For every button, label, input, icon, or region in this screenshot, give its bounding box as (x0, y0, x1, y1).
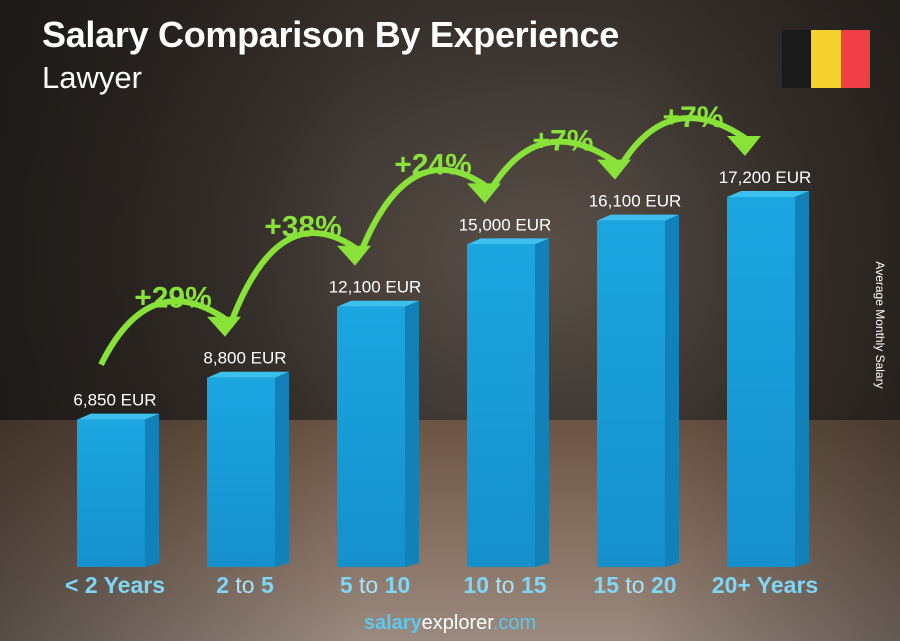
change-label: +7% (533, 125, 594, 158)
bar-side (795, 191, 809, 567)
bar (337, 306, 405, 567)
bar (467, 244, 535, 568)
growth-arrow (228, 230, 357, 324)
growth-arrow (618, 114, 747, 168)
growth-arrow (98, 298, 227, 366)
brand-explorer: explorer (421, 612, 493, 634)
category-label: 15 to 20 (593, 572, 676, 598)
bar-side (145, 413, 159, 567)
growth-arrow (358, 166, 487, 253)
brand-salary: salary (363, 612, 422, 634)
bar-side (665, 214, 679, 568)
category-label: 20+ Years (712, 572, 818, 598)
bar-side (535, 238, 549, 568)
value-label: 15,000 EUR (459, 215, 552, 234)
change-label: +24% (394, 148, 472, 181)
category-label: 2 to 5 (216, 572, 274, 598)
value-label: 8,800 EUR (203, 349, 286, 368)
value-label: 12,100 EUR (329, 278, 422, 297)
bar-side (275, 371, 289, 567)
footer-brand: salaryexplorer.com (0, 612, 900, 635)
bar-top (597, 214, 679, 221)
bar-top (467, 238, 549, 245)
bar (597, 220, 665, 568)
bar (207, 377, 275, 567)
arrow-head-icon (207, 316, 241, 337)
bar-side (405, 300, 419, 567)
change-label: +29% (134, 282, 212, 315)
change-label: +7% (663, 101, 724, 134)
growth-arrow (488, 138, 617, 191)
bar-top (727, 191, 809, 197)
category-label: 5 to 10 (340, 572, 410, 598)
change-label: +38% (264, 211, 342, 244)
belgium-flag-icon (782, 30, 870, 88)
bar-top (337, 300, 419, 307)
value-label: 6,850 EUR (73, 391, 156, 410)
brand-com: .com (492, 612, 537, 634)
bar (77, 419, 145, 567)
chart-subtitle: Lawyer (42, 60, 142, 95)
category-label: < 2 Years (65, 572, 165, 598)
value-label: 16,100 EUR (589, 192, 682, 211)
chart-title: Salary Comparison By Experience (42, 14, 619, 55)
bar (727, 197, 795, 567)
value-label: 17,200 EUR (719, 168, 812, 187)
bar-top (77, 413, 159, 420)
category-label: 10 to 15 (463, 572, 546, 598)
arrow-head-icon (727, 136, 761, 156)
arrow-head-icon (337, 245, 371, 266)
bar-top (207, 371, 289, 378)
